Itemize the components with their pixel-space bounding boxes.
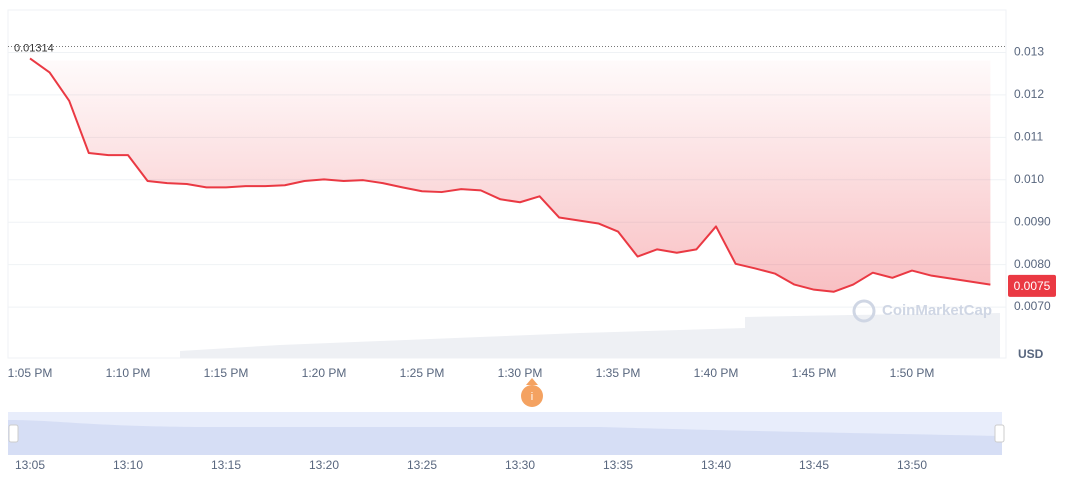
navigator-handle[interactable] bbox=[994, 424, 1005, 443]
price-tag-label: 0.0075 bbox=[1014, 279, 1051, 293]
navigator-label: 13:50 bbox=[897, 458, 927, 472]
plot bbox=[29, 57, 991, 293]
navigator-label: 13:05 bbox=[15, 458, 45, 472]
navigator-handle[interactable] bbox=[8, 424, 19, 443]
navigator-label: 13:40 bbox=[701, 458, 731, 472]
event-pointer bbox=[526, 378, 538, 385]
price-tag bbox=[1008, 274, 1056, 297]
x-tick-label: 1:15 PM bbox=[204, 366, 249, 380]
navigator-label: 13:30 bbox=[505, 458, 535, 472]
event-icon: i bbox=[531, 391, 533, 403]
y-tick-label: 0.0070 bbox=[1014, 299, 1051, 313]
x-tick-label: 1:05 PM bbox=[8, 366, 53, 380]
y-tick-label: 0.013 bbox=[1014, 45, 1044, 59]
x-tick-label: 1:10 PM bbox=[106, 366, 151, 380]
x-tick-label: 1:45 PM bbox=[792, 366, 837, 380]
price-line bbox=[29, 57, 991, 293]
navigator-label: 13:10 bbox=[113, 458, 143, 472]
reference-label: 0.01314 bbox=[14, 42, 54, 54]
x-tick-label: 1:25 PM bbox=[400, 366, 445, 380]
navigator-label: 13:15 bbox=[211, 458, 241, 472]
navigator-label: 13:45 bbox=[799, 458, 829, 472]
volume-area bbox=[180, 313, 1000, 358]
watermark: CoinMarketCap bbox=[882, 302, 992, 319]
navigator-area bbox=[8, 420, 1002, 455]
y-tick-label: 0.0080 bbox=[1014, 257, 1051, 271]
y-tick-label: 0.012 bbox=[1014, 87, 1044, 101]
navigator-label: 13:35 bbox=[603, 458, 633, 472]
event-marker[interactable] bbox=[521, 385, 543, 407]
x-tick-label: 1:30 PM bbox=[498, 366, 543, 380]
y-axis-label: USD bbox=[1018, 347, 1044, 361]
x-tick-label: 1:35 PM bbox=[596, 366, 641, 380]
watermark-logo bbox=[852, 299, 876, 323]
navigator-label: 13:25 bbox=[407, 458, 437, 472]
y-tick-label: 0.0090 bbox=[1014, 214, 1051, 228]
x-tick-label: 1:50 PM bbox=[890, 366, 935, 380]
x-tick-label: 1:20 PM bbox=[302, 366, 347, 380]
area-fill bbox=[30, 58, 991, 292]
x-tick-label: 1:40 PM bbox=[694, 366, 739, 380]
y-tick-label: 0.010 bbox=[1014, 172, 1044, 186]
navigator-label: 13:20 bbox=[309, 458, 339, 472]
y-tick-label: 0.011 bbox=[1014, 129, 1043, 143]
